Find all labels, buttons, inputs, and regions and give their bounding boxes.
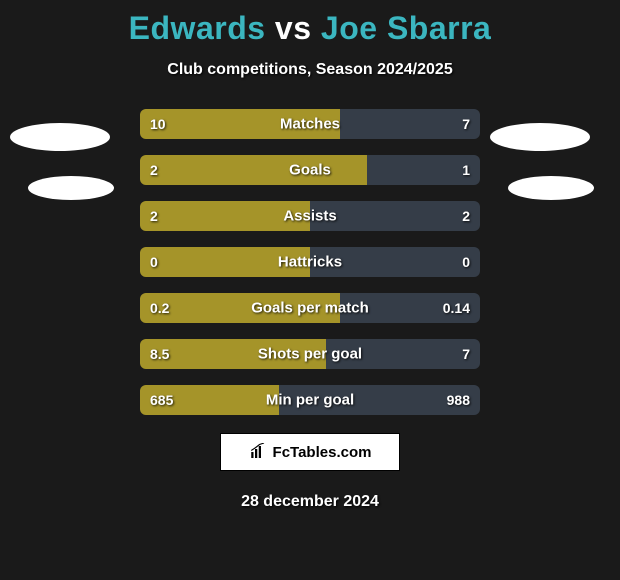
stat-value-right: 7 [462, 346, 470, 362]
stat-value-left: 8.5 [150, 346, 169, 362]
decorative-oval [490, 123, 590, 151]
stat-value-left: 685 [150, 392, 173, 408]
stat-row: Shots per goal8.5 7 [140, 339, 480, 369]
stat-value-left: 0.2 [150, 300, 169, 316]
date-text: 28 december 2024 [0, 493, 620, 511]
stat-row: Hattricks0 0 [140, 247, 480, 277]
stat-label: Min per goal [140, 392, 480, 409]
stat-label: Matches [140, 116, 480, 133]
stat-value-right: 1 [462, 162, 470, 178]
stat-value-right: 988 [447, 392, 470, 408]
stat-row: Goals per match0.2 0.14 [140, 293, 480, 323]
stat-label: Goals [140, 162, 480, 179]
stat-row: Matches10 7 [140, 109, 480, 139]
stat-label: Hattricks [140, 254, 480, 271]
stat-label: Shots per goal [140, 346, 480, 363]
player2-name: Joe Sbarra [321, 10, 491, 46]
watermark-box: FcTables.com [220, 433, 400, 471]
stat-label: Assists [140, 208, 480, 225]
stat-value-left: 0 [150, 254, 158, 270]
stat-value-right: 0 [462, 254, 470, 270]
decorative-oval [508, 176, 594, 200]
stat-value-left: 2 [150, 162, 158, 178]
chart-icon [249, 443, 267, 461]
stat-value-left: 2 [150, 208, 158, 224]
decorative-oval [28, 176, 114, 200]
page-title: Edwards vs Joe Sbarra [0, 0, 620, 47]
stat-value-left: 10 [150, 116, 166, 132]
player1-name: Edwards [129, 10, 266, 46]
decorative-oval [10, 123, 110, 151]
vs-text: vs [275, 10, 312, 46]
stat-bars-container: Matches107Goals21Assists22Hattricks00Goa… [140, 109, 480, 415]
stat-row: Goals2 1 [140, 155, 480, 185]
stat-row: Assists2 2 [140, 201, 480, 231]
stat-value-right: 2 [462, 208, 470, 224]
watermark-text: FcTables.com [273, 444, 372, 461]
stat-row: Min per goal685 988 [140, 385, 480, 415]
stat-value-right: 0.14 [443, 300, 470, 316]
stat-value-right: 7 [462, 116, 470, 132]
stat-label: Goals per match [140, 300, 480, 317]
subtitle: Club competitions, Season 2024/2025 [0, 61, 620, 79]
